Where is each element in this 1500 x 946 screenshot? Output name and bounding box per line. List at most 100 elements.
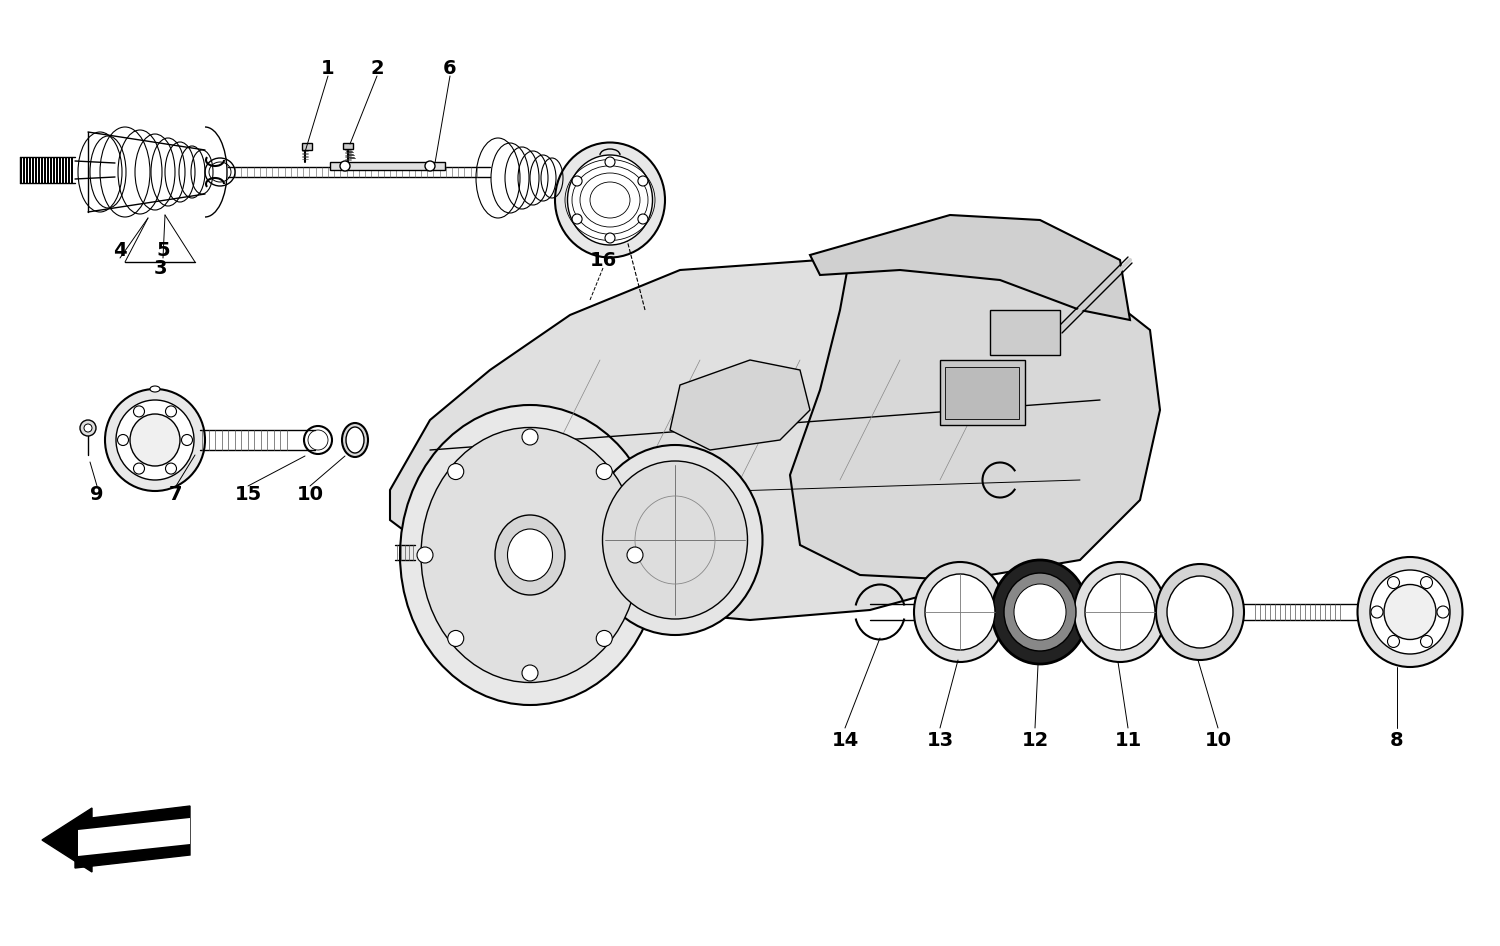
Bar [50,157,52,183]
Ellipse shape [588,445,762,635]
Ellipse shape [914,562,1007,662]
Ellipse shape [400,405,660,705]
Circle shape [417,547,434,563]
Circle shape [448,464,464,480]
Bar [64,157,68,183]
Text: 3: 3 [153,258,166,277]
Text: 10: 10 [1204,730,1231,749]
Text: 2: 2 [370,59,384,78]
Polygon shape [42,808,92,872]
Text: 4: 4 [112,240,128,259]
Text: 14: 14 [831,730,858,749]
Bar [56,157,58,183]
Text: 10: 10 [297,484,324,503]
Circle shape [627,547,644,563]
Ellipse shape [116,400,194,480]
Circle shape [604,233,615,243]
Circle shape [522,665,538,681]
Bar [38,157,40,183]
Text: 13: 13 [927,730,954,749]
Text: 8: 8 [1390,730,1404,749]
Bar [22,157,26,183]
Circle shape [165,406,177,417]
Ellipse shape [555,143,664,257]
Text: 11: 11 [1114,730,1142,749]
Circle shape [604,157,615,167]
Circle shape [134,406,144,417]
Bar [70,157,74,183]
Polygon shape [810,215,1130,320]
Text: 15: 15 [234,484,261,503]
Circle shape [182,434,192,446]
Ellipse shape [130,414,180,466]
Ellipse shape [1358,557,1462,667]
Text: 1: 1 [321,59,334,78]
Bar [344,143,352,149]
Ellipse shape [1384,585,1435,639]
Circle shape [572,176,582,186]
Ellipse shape [1004,573,1076,651]
Circle shape [117,434,129,446]
Ellipse shape [1014,584,1066,640]
Text: 5: 5 [156,240,170,259]
Polygon shape [670,360,810,450]
Ellipse shape [346,427,364,453]
Polygon shape [330,162,446,170]
Bar [34,157,38,183]
Bar [945,367,1019,419]
Ellipse shape [150,386,160,392]
Ellipse shape [105,389,206,491]
Circle shape [638,176,648,186]
Bar [68,157,70,183]
Ellipse shape [1074,562,1166,662]
Circle shape [134,464,144,474]
Bar [20,157,22,183]
Ellipse shape [507,529,552,581]
Circle shape [1388,576,1400,588]
Circle shape [1388,636,1400,647]
Ellipse shape [495,515,566,595]
Polygon shape [78,818,190,856]
Text: 16: 16 [590,251,616,270]
Polygon shape [390,260,1120,620]
Bar [940,360,1024,425]
Text: 6: 6 [442,59,458,78]
Ellipse shape [926,574,994,650]
Circle shape [1437,606,1449,618]
Circle shape [340,161,350,171]
Bar [53,157,56,183]
Polygon shape [790,250,1160,580]
Ellipse shape [1370,570,1450,654]
Circle shape [638,214,648,224]
Circle shape [596,630,612,646]
Ellipse shape [342,423,368,457]
Circle shape [572,214,582,224]
Bar [46,157,50,183]
Bar [32,157,34,183]
Circle shape [80,420,96,436]
Bar [62,157,64,183]
Circle shape [596,464,612,480]
Text: 9: 9 [90,484,104,503]
Ellipse shape [1156,564,1244,660]
Circle shape [1420,576,1432,588]
Ellipse shape [1084,574,1155,650]
Bar [990,310,1060,355]
Ellipse shape [603,461,747,619]
Text: 12: 12 [1022,730,1048,749]
Circle shape [165,464,177,474]
Text: 7: 7 [170,484,183,503]
Bar [302,143,312,150]
Bar [58,157,62,183]
Bar [26,157,28,183]
Circle shape [522,429,538,445]
Bar [44,157,46,183]
Circle shape [424,161,435,171]
Circle shape [84,424,92,432]
Circle shape [1371,606,1383,618]
Ellipse shape [1167,576,1233,648]
Bar [40,157,44,183]
Ellipse shape [422,428,639,682]
Polygon shape [75,806,190,868]
Circle shape [1420,636,1432,647]
